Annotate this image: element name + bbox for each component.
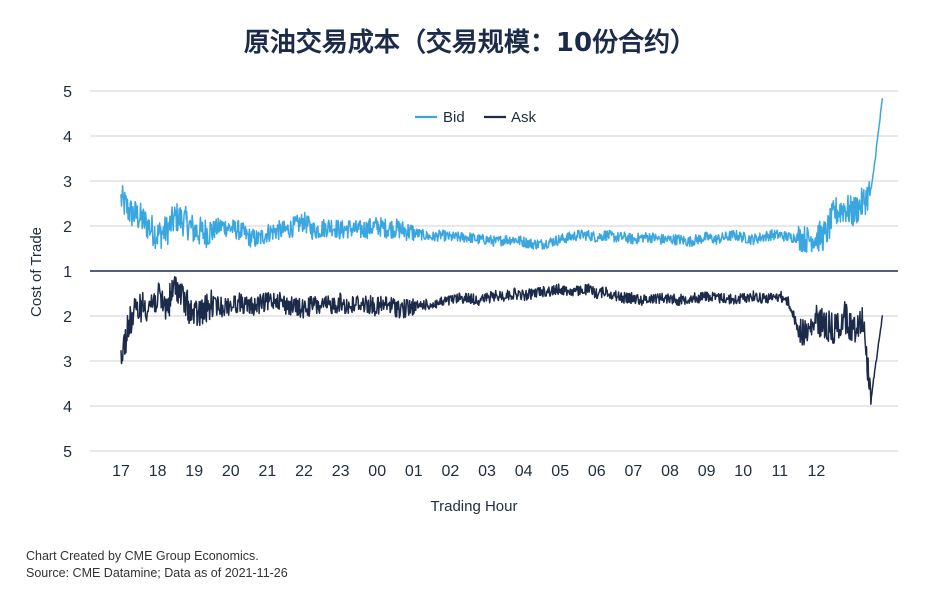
- x-tick-22: 22: [295, 463, 313, 480]
- y-tick-ask-5: 5: [63, 444, 72, 461]
- footer-source: Source: CME Datamine; Data as of 2021-11…: [26, 566, 288, 580]
- x-tick-20: 20: [222, 463, 240, 480]
- y-tick-ask-4: 4: [63, 399, 72, 416]
- legend-ask-label: Ask: [511, 109, 537, 126]
- x-tick-00: 00: [368, 463, 386, 480]
- series-line-ask: [120, 276, 884, 405]
- x-tick-07: 07: [625, 463, 643, 480]
- x-tick-12: 12: [808, 463, 826, 480]
- x-tick-05: 05: [551, 463, 569, 480]
- footer-credit: Chart Created by CME Group Economics.: [26, 549, 259, 563]
- x-axis-label: Trading Hour: [431, 498, 518, 515]
- y-tick-bid-5: 5: [63, 84, 72, 101]
- x-tick-09: 09: [698, 463, 716, 480]
- y-axis-label: Cost of Trade: [28, 227, 45, 317]
- series-lines: [120, 98, 884, 405]
- x-tick-labels: 17 18 19 20 21 22 23 00 01 02 03 04 05 06 07 08 09 10 11 12: [112, 463, 825, 480]
- y-tick-ask-2: 2: [63, 309, 72, 326]
- x-tick-04: 04: [515, 463, 533, 480]
- y-tick-ask-3: 3: [63, 354, 72, 371]
- x-tick-11: 11: [771, 463, 788, 480]
- x-tick-08: 08: [661, 463, 679, 480]
- legend-bid-label: Bid: [443, 109, 465, 126]
- series-line-bid: [120, 98, 884, 253]
- footer: Chart Created by CME Group Economics. So…: [26, 548, 288, 582]
- x-tick-10: 10: [734, 463, 752, 480]
- y-tick-bid-4: 4: [63, 129, 72, 146]
- y-tick-bid-1: 1: [63, 264, 72, 281]
- x-tick-01: 01: [405, 463, 423, 480]
- y-tick-bid-2: 2: [63, 219, 72, 236]
- x-tick-03: 03: [478, 463, 496, 480]
- y-tick-labels: 5 4 3 2 1 2 3 4 5: [63, 84, 72, 461]
- x-tick-18: 18: [149, 463, 167, 480]
- x-tick-02: 02: [442, 463, 460, 480]
- legend: Bid Ask: [415, 109, 537, 126]
- x-tick-19: 19: [185, 463, 203, 480]
- x-tick-21: 21: [259, 463, 277, 480]
- x-tick-17: 17: [112, 463, 130, 480]
- chart-title: 原油交易成本（交易规模：10份合约）: [243, 28, 697, 58]
- y-tick-bid-3: 3: [63, 174, 72, 191]
- x-tick-23: 23: [332, 463, 350, 480]
- x-tick-06: 06: [588, 463, 606, 480]
